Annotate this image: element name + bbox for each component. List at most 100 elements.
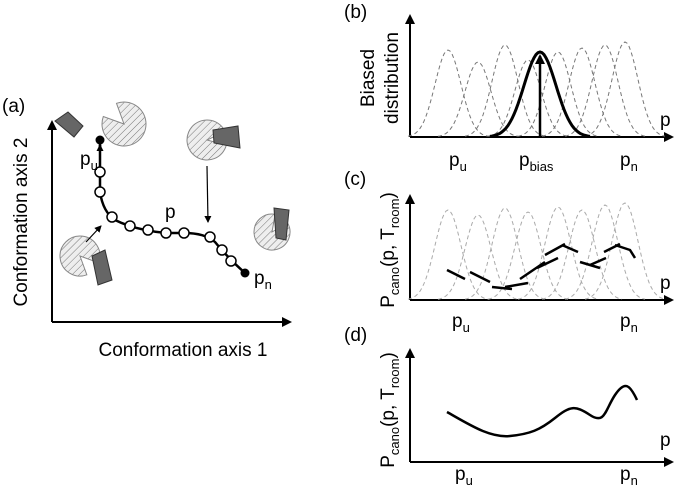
window [437, 61, 519, 137]
label-sub: cano [387, 267, 402, 295]
y-axis-label: Conformation axis 2 [11, 138, 32, 307]
ligand [273, 207, 290, 241]
label-base: p [449, 150, 460, 171]
tick-label: pn [620, 150, 638, 174]
end-dot [240, 268, 250, 278]
label-sub: n [631, 159, 638, 174]
tick-label: pbias [519, 150, 554, 174]
label-end: ) [378, 192, 399, 198]
segment [519, 260, 546, 281]
window [541, 47, 623, 137]
bead [225, 255, 237, 267]
window [437, 214, 519, 300]
x-axis-label: p [660, 430, 671, 451]
label-base: p [620, 464, 631, 485]
label-sub: u [460, 159, 467, 174]
panel-label: (a) [2, 96, 25, 117]
conformation [253, 213, 291, 251]
ligand [212, 125, 241, 149]
bead [204, 231, 216, 243]
segment [614, 243, 637, 259]
pointer-arrow [204, 165, 212, 223]
windows [407, 202, 666, 300]
panel-label: (b) [344, 2, 367, 23]
label-sub: room [387, 359, 402, 389]
window [407, 49, 489, 137]
label-base: P [378, 295, 399, 308]
label-sub: bias [530, 159, 554, 174]
tick-label: pu [449, 150, 467, 174]
path-beads [94, 166, 237, 267]
conformations [59, 101, 291, 277]
window [584, 202, 666, 300]
x-axis-label: Conformation axis 1 [99, 340, 268, 361]
label-sub: u [91, 158, 98, 173]
label-base: P [378, 455, 399, 468]
window [517, 206, 599, 300]
bead [106, 211, 118, 223]
window [584, 41, 666, 137]
conformation [59, 235, 101, 277]
segment [491, 285, 513, 291]
biased-distribution [489, 50, 591, 138]
ligand [91, 249, 113, 286]
panel-b: (b) Biased distribution p pu pbias pn [344, 2, 674, 174]
ligand [54, 111, 84, 138]
bead [178, 227, 190, 239]
tick-label: pn [620, 311, 638, 335]
label-sub: n [265, 277, 272, 292]
window [541, 209, 623, 300]
tick-label: pn [620, 464, 638, 488]
tick-label: pu [455, 464, 473, 488]
y-axis-label: Biased [358, 49, 379, 107]
tick-label: pu [452, 311, 470, 335]
label-base: p [254, 268, 265, 289]
panel-a: (a) Conformation axis 2 Conformation axi… [2, 96, 292, 361]
label-base: p [452, 311, 463, 332]
conformation [101, 101, 147, 147]
x-axis-label: p [660, 273, 671, 294]
windows [407, 41, 666, 138]
bead [94, 166, 106, 178]
segment [589, 256, 607, 267]
label-base: p [519, 150, 530, 171]
free-energy-curve [446, 384, 639, 438]
panel-c: (c) Pcano(p, Troom) p pu pn [344, 169, 674, 335]
label-sub: u [463, 320, 470, 335]
start-label: pu [80, 149, 98, 173]
bead [142, 224, 154, 236]
y-axis-label: Pcano(p, Troom) [378, 352, 402, 468]
window [407, 209, 489, 300]
label-sub: u [466, 473, 473, 488]
label-base: p [620, 150, 631, 171]
label-mid: (p, T [378, 228, 399, 267]
pointer-arrow [85, 225, 102, 243]
window [517, 51, 599, 137]
bead [160, 227, 172, 239]
label-mid: (p, T [378, 388, 399, 427]
segment [504, 281, 529, 289]
window [487, 211, 569, 300]
label-sub: cano [387, 427, 402, 455]
window [564, 44, 646, 137]
window [464, 44, 546, 137]
panel-label: (d) [344, 325, 367, 346]
panel-d: (d) Pcano(p, Troom) p pu pn [344, 325, 674, 488]
window [564, 204, 646, 300]
bead [94, 186, 106, 198]
bead [124, 220, 136, 232]
label-sub: n [631, 473, 638, 488]
segment [469, 270, 491, 284]
label-sub: room [387, 199, 402, 229]
panel-label: (c) [344, 169, 366, 190]
segment [446, 268, 466, 281]
bead [216, 244, 228, 256]
label-end: ) [378, 352, 399, 358]
segment [561, 243, 579, 254]
label-base: p [620, 311, 631, 332]
path-label: p [165, 202, 176, 223]
segment [536, 256, 559, 270]
x-axis-label: p [660, 110, 671, 131]
start-dot [95, 135, 105, 145]
